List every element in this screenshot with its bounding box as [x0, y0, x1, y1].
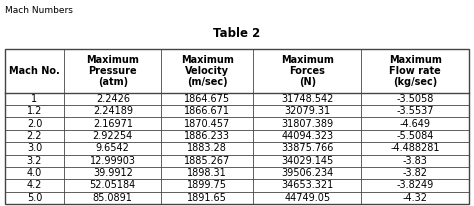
Text: 44094.323: 44094.323: [281, 131, 333, 141]
Text: Maximum
Forces
(N): Maximum Forces (N): [281, 55, 334, 87]
Text: 44749.05: 44749.05: [284, 193, 330, 203]
Text: Table 2: Table 2: [213, 27, 261, 40]
Text: 2.2: 2.2: [27, 131, 42, 141]
Text: 1.2: 1.2: [27, 106, 42, 116]
Text: 31807.389: 31807.389: [281, 119, 333, 129]
Text: 1: 1: [31, 94, 37, 104]
Text: 1886.233: 1886.233: [184, 131, 230, 141]
Text: 39.9912: 39.9912: [93, 168, 133, 178]
Text: 2.92254: 2.92254: [92, 131, 133, 141]
Text: Maximum
Velocity
(m/sec): Maximum Velocity (m/sec): [181, 55, 234, 87]
Text: Maximum
Pressure
(atm): Maximum Pressure (atm): [86, 55, 139, 87]
Text: 33875.766: 33875.766: [281, 143, 333, 153]
Text: 1866.671: 1866.671: [184, 106, 230, 116]
Text: 4.0: 4.0: [27, 168, 42, 178]
Text: -5.5084: -5.5084: [397, 131, 434, 141]
Text: -3.5537: -3.5537: [396, 106, 434, 116]
Text: 1885.267: 1885.267: [184, 156, 230, 166]
Text: 1898.31: 1898.31: [187, 168, 227, 178]
Text: -3.8249: -3.8249: [397, 180, 434, 190]
Text: -3.83: -3.83: [403, 156, 428, 166]
Bar: [5, 49, 469, 204]
Text: 1864.675: 1864.675: [184, 94, 230, 104]
Text: Mach Numbers: Mach Numbers: [5, 6, 73, 15]
Text: Mach No.: Mach No.: [9, 66, 60, 76]
Text: 31748.542: 31748.542: [281, 94, 333, 104]
Text: 52.05184: 52.05184: [90, 180, 136, 190]
Text: 1883.28: 1883.28: [187, 143, 227, 153]
Text: 12.99903: 12.99903: [90, 156, 136, 166]
Text: 2.24189: 2.24189: [93, 106, 133, 116]
Text: 1870.457: 1870.457: [184, 119, 230, 129]
Text: 9.6542: 9.6542: [96, 143, 130, 153]
Text: 85.0891: 85.0891: [93, 193, 133, 203]
Text: 39506.234: 39506.234: [281, 168, 333, 178]
Text: 1899.75: 1899.75: [187, 180, 228, 190]
Text: 2.16971: 2.16971: [93, 119, 133, 129]
Text: 34653.321: 34653.321: [281, 180, 333, 190]
Text: -3.82: -3.82: [403, 168, 428, 178]
Text: Maximum
Flow rate
(kg/sec): Maximum Flow rate (kg/sec): [389, 55, 442, 87]
Text: 32079.31: 32079.31: [284, 106, 330, 116]
Text: 4.2: 4.2: [27, 180, 42, 190]
Text: 34029.145: 34029.145: [281, 156, 333, 166]
Text: -3.5058: -3.5058: [397, 94, 434, 104]
Text: -4.32: -4.32: [403, 193, 428, 203]
Text: 2.0: 2.0: [27, 119, 42, 129]
Text: 2.2426: 2.2426: [96, 94, 130, 104]
Text: 3.0: 3.0: [27, 143, 42, 153]
Text: -4.649: -4.649: [400, 119, 431, 129]
Text: 1891.65: 1891.65: [187, 193, 227, 203]
Text: -4.488281: -4.488281: [391, 143, 440, 153]
Text: 5.0: 5.0: [27, 193, 42, 203]
Text: 3.2: 3.2: [27, 156, 42, 166]
